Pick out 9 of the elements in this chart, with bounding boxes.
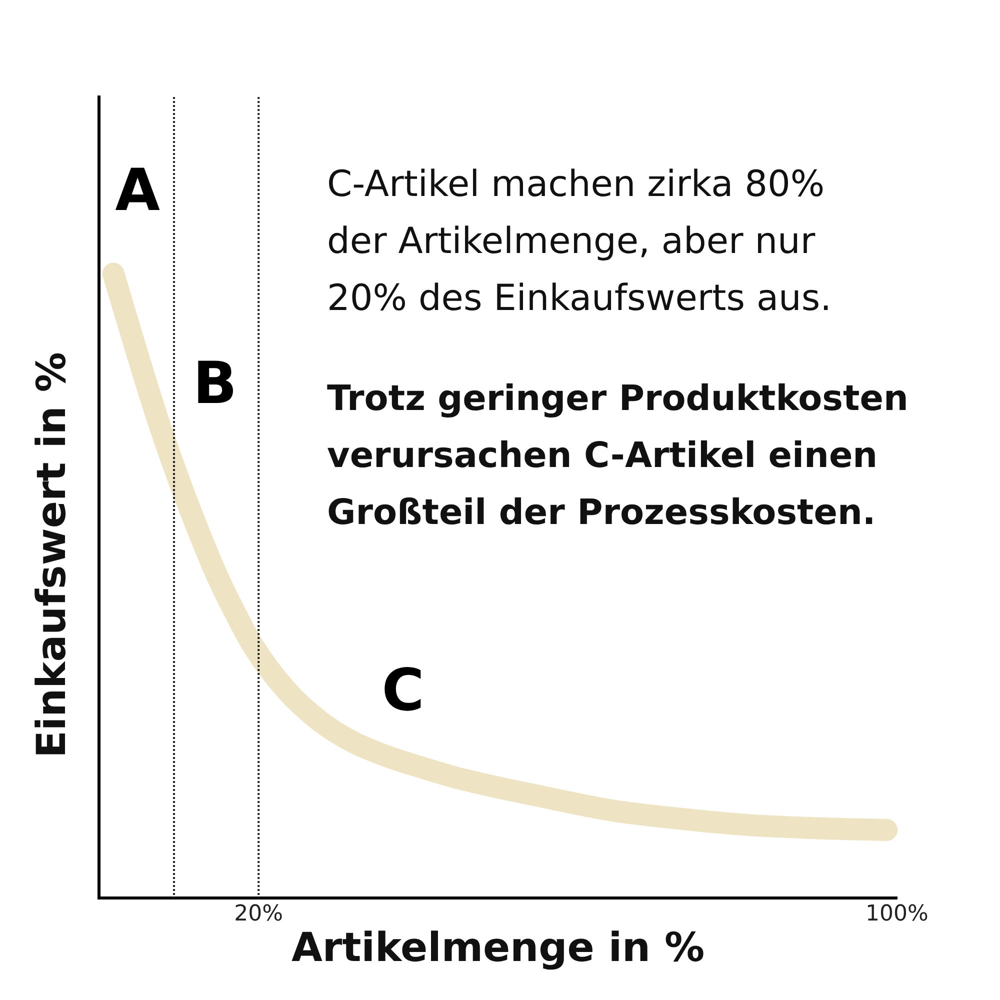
annotation: C — [382, 656, 424, 724]
y-axis-title: Einkaufswert in % — [29, 352, 75, 758]
x-axis-title: Artikelmenge in % — [291, 925, 705, 971]
text: A — [115, 156, 160, 224]
x-tick-label: 20% — [234, 902, 284, 927]
annotation: C-Artikel machen zirka 80% der Artikelmenge, aber nur 20% des Einkaufswerts aus. — [327, 163, 832, 321]
annotation: B — [192, 349, 238, 417]
annotation: Trotz geringer Produktkosten verursachen C-Artikel einen Großteil der Prozesskosten. — [327, 378, 908, 535]
x-tick-label: 100% — [866, 902, 928, 927]
